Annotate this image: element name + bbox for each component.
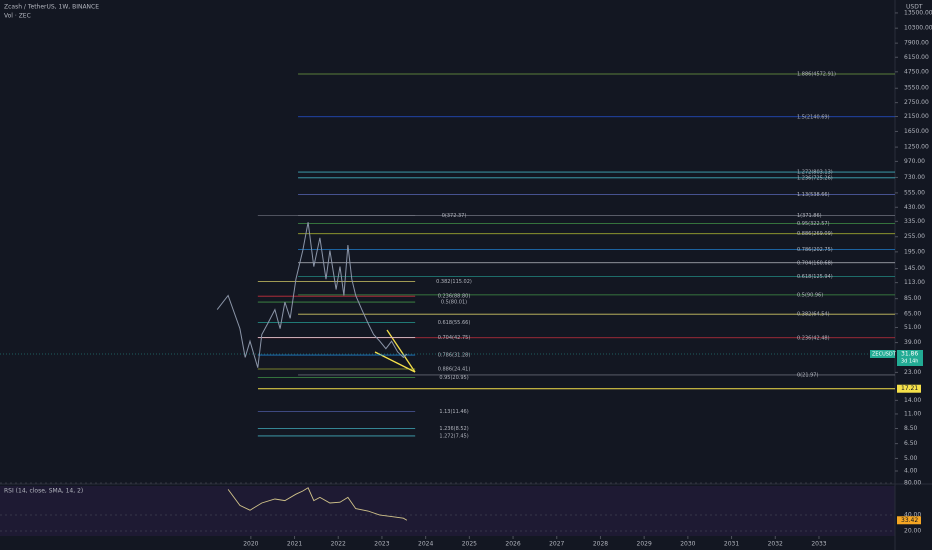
y-tick-label: 730.00 <box>904 174 925 181</box>
y-tick-label: 1650.00 <box>904 128 929 135</box>
fib-label: 0.618(55.66) <box>438 320 471 326</box>
fib-label: 0.382(64.54) <box>797 312 830 318</box>
fib-label: 1.236(8.52) <box>439 426 468 432</box>
price-line <box>216 222 408 368</box>
symbol-label: ZECUSDT <box>872 352 897 358</box>
fib-label: 0.618(125.94) <box>797 274 833 280</box>
y-tick-label: 14.00 <box>904 397 921 404</box>
fib-label: 0.95(20.95) <box>439 375 468 381</box>
fib-label: 0.704(160.68) <box>797 260 833 266</box>
y-tick-label: 6.50 <box>904 440 918 447</box>
fib-label: 1(371.86) <box>797 213 822 219</box>
x-tick-label: 2031 <box>724 541 739 548</box>
y-tick-label: 23.00 <box>904 369 921 376</box>
rsi-line <box>227 487 408 521</box>
y-tick-label: 195.00 <box>904 248 925 255</box>
y-tick-label: 255.00 <box>904 233 925 240</box>
y-tick-label: 4.00 <box>904 468 918 475</box>
y-tick-label: 7900.00 <box>904 40 929 47</box>
x-tick-label: 2026 <box>505 541 520 548</box>
y-tick-label: 113.00 <box>904 279 925 286</box>
x-tick-label: 2032 <box>768 541 783 548</box>
fib-label: 0.886(24.41) <box>438 367 471 373</box>
y-tick-label: 430.00 <box>904 204 925 211</box>
x-tick-label: 2027 <box>549 541 564 548</box>
x-tick-label: 2021 <box>287 541 302 548</box>
fib-label: 0.5(80.01) <box>441 300 467 306</box>
symbol-badge <box>870 350 895 359</box>
x-tick-label: 2022 <box>331 541 346 548</box>
fib-label: 0(372.37) <box>442 213 467 219</box>
fib-label: 0(21.97) <box>797 372 818 378</box>
y-tick-label: 555.00 <box>904 189 925 196</box>
price-label: 31.86 <box>901 351 918 358</box>
fib-label: 0.382(115.02) <box>436 279 472 285</box>
y-tick-label: 1250.00 <box>904 144 929 151</box>
fib-label: 1.13(538.66) <box>797 192 830 198</box>
rsi-tick-label: 20.00 <box>904 528 921 535</box>
x-tick-label: 2023 <box>374 541 389 548</box>
fib-label: 1.236(725.26) <box>797 175 833 181</box>
y-tick-label: 3550.00 <box>904 85 929 92</box>
fib-label: 0.704(42.75) <box>438 335 471 341</box>
fib-label: 0.236(42.48) <box>797 335 830 341</box>
y-tick-label: 4750.00 <box>904 68 929 75</box>
rsi-last-label: 33.42 <box>901 517 918 524</box>
fib-label: 0.886(269.09) <box>797 231 833 237</box>
x-tick-label: 2025 <box>462 541 477 548</box>
x-tick-label: 2020 <box>243 541 258 548</box>
y-tick-label: 13500.00 <box>904 9 932 16</box>
y-tick-label: 10300.00 <box>904 25 932 32</box>
y-tick-label: 2150.00 <box>904 113 929 120</box>
fib-label: 1.5(2140.69) <box>797 114 830 120</box>
x-tick-label: 2029 <box>637 541 652 548</box>
fib-label: 1.272(803.13) <box>797 170 833 176</box>
rsi-tick-label: 40.00 <box>904 512 921 519</box>
x-tick-label: 2030 <box>680 541 695 548</box>
y-tick-label: 85.00 <box>904 295 921 302</box>
y-tick-label: 970.00 <box>904 158 925 165</box>
y-tick-label: 335.00 <box>904 218 925 225</box>
x-tick-label: 2033 <box>811 541 826 548</box>
y-tick-label: 145.00 <box>904 265 925 272</box>
rsi-tick-label: 80.00 <box>904 480 921 487</box>
marker-label: 17.21 <box>901 385 918 392</box>
subtitle: Vol · ZEC <box>4 13 31 20</box>
x-tick-label: 2028 <box>593 541 608 548</box>
x-tick-label: 2024 <box>418 541 433 548</box>
y-tick-label: 11.00 <box>904 410 921 417</box>
rsi-badge <box>897 516 921 525</box>
countdown: 3d 14h <box>901 359 918 365</box>
fib-label: 1.886(4572.91) <box>797 71 836 77</box>
rsi-pane <box>0 486 895 536</box>
fib-label: 1.13(11.46) <box>439 409 468 415</box>
fib-label: 1.272(7.45) <box>439 433 468 439</box>
marker-badge <box>897 384 921 393</box>
y-tick-label: 6150.00 <box>904 54 929 61</box>
y-tick-label: 65.00 <box>904 310 921 317</box>
y-tick-label: 39.00 <box>904 339 921 346</box>
fib-label: 0.5(90.96) <box>797 292 823 298</box>
fib-label: 0.236(88.80) <box>438 294 471 300</box>
wedge-line <box>386 329 416 373</box>
price-badge <box>897 350 923 367</box>
fib-label: 0.95(322.57) <box>797 221 830 227</box>
fib-label: 0.786(31.28) <box>438 353 471 359</box>
axis-unit: USDT <box>906 4 923 11</box>
y-tick-label: 2750.00 <box>904 99 929 106</box>
chart-title: Zcash / TetherUS, 1W, BINANCE <box>4 4 99 11</box>
y-tick-label: 8.50 <box>904 425 918 432</box>
fib-label: 0.786(202.75) <box>797 247 833 253</box>
y-tick-label: 51.00 <box>904 324 921 331</box>
y-tick-label: 5.00 <box>904 455 918 462</box>
rsi-title: RSI (14, close, SMA, 14, 2) <box>4 488 83 495</box>
